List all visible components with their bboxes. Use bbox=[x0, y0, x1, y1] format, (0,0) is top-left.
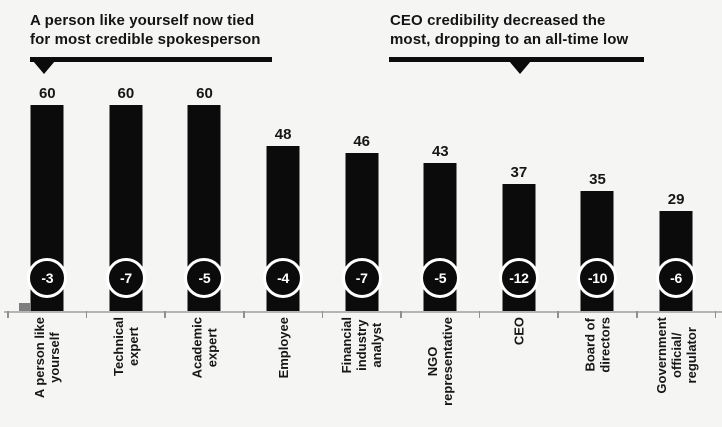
axis-tick bbox=[636, 311, 638, 318]
bar-group: 48 -4 Employee bbox=[244, 0, 323, 427]
axis-tick bbox=[164, 311, 166, 318]
bar-value-label: 60 bbox=[196, 85, 213, 102]
change-badge: -5 bbox=[184, 258, 225, 298]
bar-group: 60 -7 Technical expert bbox=[87, 0, 166, 427]
bar-value-label: 35 bbox=[589, 171, 606, 188]
change-value-label: -6 bbox=[670, 270, 683, 286]
bar-group: 37 -12 CEO bbox=[480, 0, 559, 427]
change-value-label: -4 bbox=[277, 270, 290, 286]
bar-group: 60 -3 A person like yourself bbox=[8, 0, 87, 427]
bar-group: 60 -5 Academic expert bbox=[165, 0, 244, 427]
axis-tick bbox=[557, 311, 559, 318]
change-value-label: -5 bbox=[434, 270, 447, 286]
axis-tick bbox=[714, 311, 717, 318]
bar-group: 29 -6 Government official/ regulator bbox=[637, 0, 716, 427]
change-badge: -4 bbox=[263, 258, 304, 298]
change-value-label: -7 bbox=[355, 270, 368, 286]
annotation-right-text: CEO credibility decreased the most, drop… bbox=[390, 12, 629, 48]
annotation-left-pointer-icon bbox=[33, 61, 55, 74]
change-value-label: -3 bbox=[41, 270, 54, 286]
category-label: Employee bbox=[275, 317, 291, 379]
change-badge: -7 bbox=[105, 258, 146, 298]
change-value-label: -10 bbox=[587, 270, 608, 286]
change-badge: -12 bbox=[498, 258, 539, 298]
bar-value-label: 60 bbox=[38, 85, 56, 102]
axis-tick bbox=[478, 311, 481, 318]
category-label: NGO representative bbox=[425, 317, 456, 406]
change-value-label: -5 bbox=[198, 270, 211, 286]
category-label: Financial industry analyst bbox=[339, 317, 385, 374]
axis-tick bbox=[243, 311, 245, 318]
bar-value-label: 43 bbox=[431, 143, 449, 160]
annotation-right-pointer-icon bbox=[509, 61, 531, 74]
bar-value-label: 48 bbox=[274, 126, 292, 143]
change-badge: -10 bbox=[577, 258, 618, 298]
bar-group: 35 -10 Board of directors bbox=[558, 0, 637, 427]
bar-value-label: 46 bbox=[353, 133, 371, 150]
axis-tick bbox=[321, 311, 324, 318]
bar-group: 43 -5 NGO representative bbox=[401, 0, 480, 427]
bar-group: 46 -7 Financial industry analyst bbox=[322, 0, 401, 427]
change-badge: -7 bbox=[341, 258, 382, 298]
change-value-label: -7 bbox=[119, 270, 132, 286]
change-value-label: -12 bbox=[509, 270, 529, 286]
category-label: Government official/ regulator bbox=[653, 317, 699, 394]
bar-value-label: 37 bbox=[510, 164, 528, 181]
category-label: Academic expert bbox=[189, 317, 220, 379]
bar-value-label: 29 bbox=[667, 191, 685, 208]
bar-value-label: 60 bbox=[117, 85, 135, 102]
change-badge: -3 bbox=[27, 258, 68, 298]
x-axis-line bbox=[4, 311, 722, 313]
gray-artifact-mark bbox=[19, 303, 30, 311]
annotation-right-underline bbox=[389, 57, 644, 62]
category-label: CEO bbox=[511, 317, 527, 346]
category-label: A person like yourself bbox=[32, 317, 63, 399]
axis-tick bbox=[85, 311, 88, 318]
change-badge: -6 bbox=[656, 258, 697, 298]
axis-tick bbox=[400, 311, 402, 318]
category-label: Technical expert bbox=[110, 317, 141, 377]
axis-tick bbox=[7, 311, 9, 318]
category-label: Board of directors bbox=[582, 317, 613, 373]
annotation-left-text: A person like yourself now tied for most… bbox=[30, 12, 261, 48]
annotation-left-underline bbox=[30, 57, 272, 62]
change-badge: -5 bbox=[420, 258, 461, 298]
